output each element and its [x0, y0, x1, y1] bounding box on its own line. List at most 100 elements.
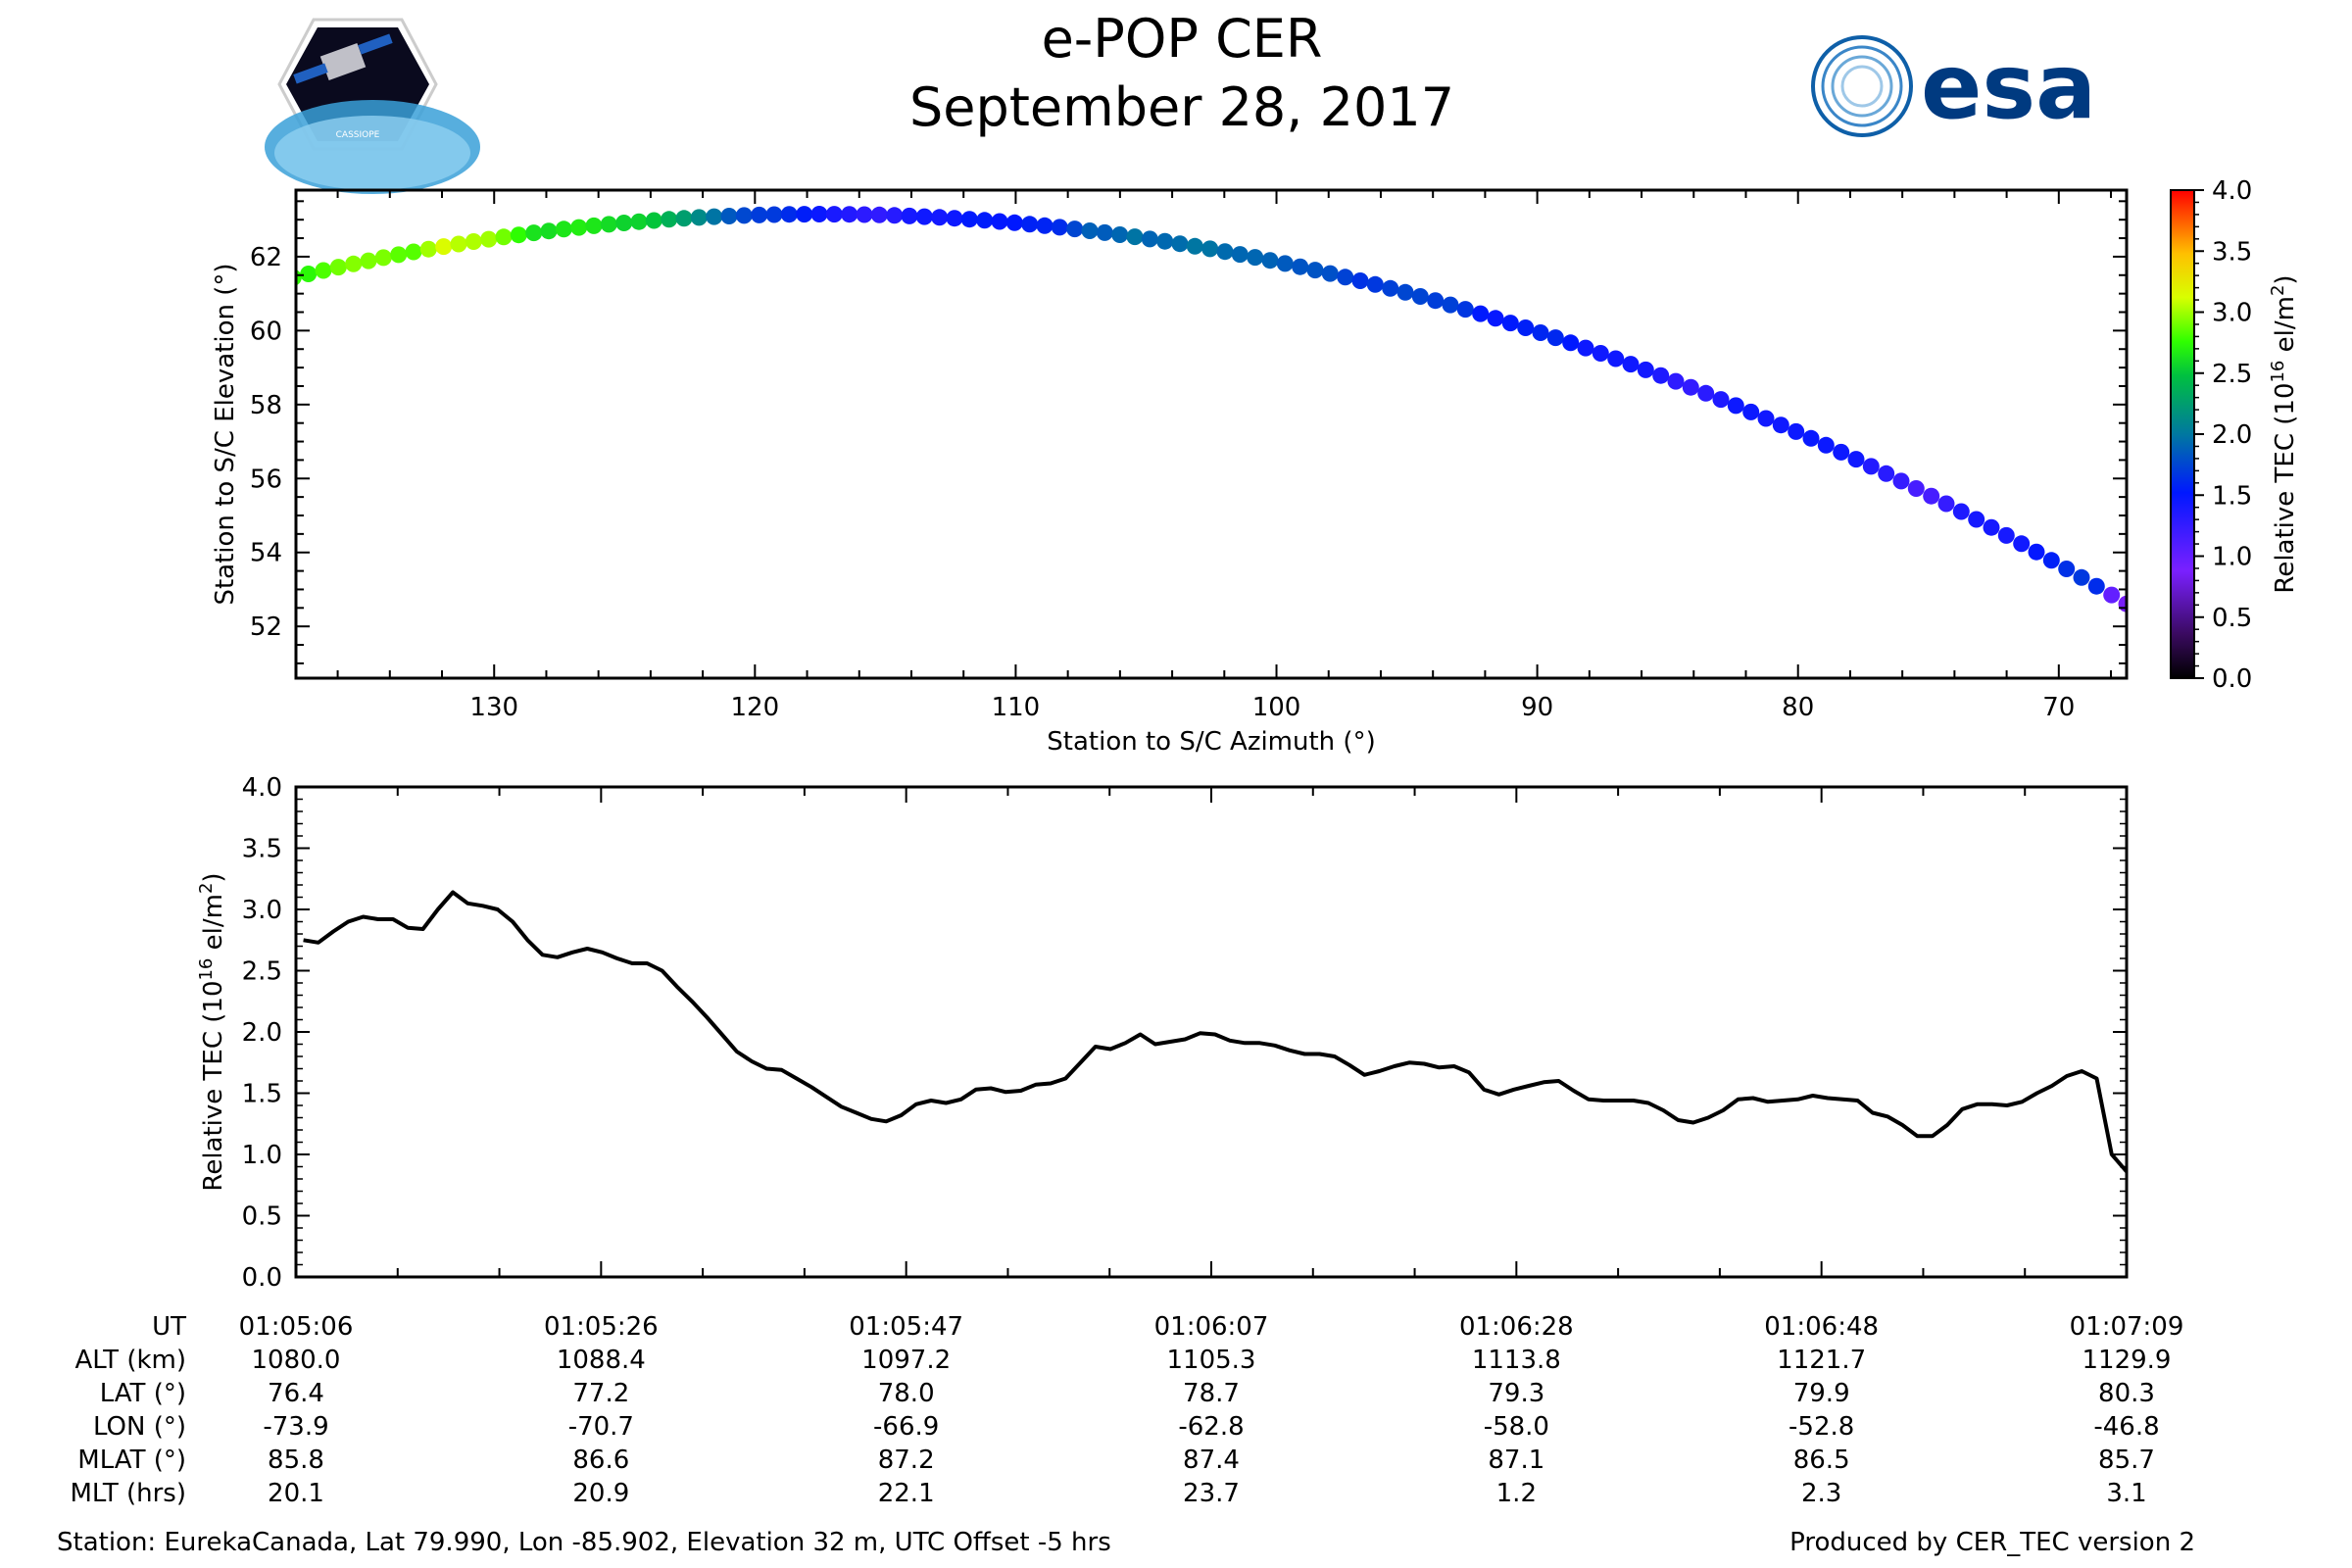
colorbar-tick-label: 0.5 — [2212, 604, 2252, 633]
scatter-point — [374, 249, 392, 267]
scatter-point — [1411, 288, 1429, 305]
scatter-point — [1021, 216, 1039, 233]
scatter-point — [2073, 568, 2090, 586]
scatter-point — [1005, 214, 1023, 231]
scatter-x-tick-label: 120 — [731, 693, 780, 722]
scatter-point — [1396, 283, 1414, 301]
scatter-point — [435, 238, 453, 256]
scatter-point — [1622, 356, 1640, 373]
scatter-x-tick-label: 70 — [2042, 693, 2075, 722]
scatter-point — [1096, 223, 1113, 241]
table-cell: 87.1 — [1488, 1446, 1544, 1475]
tec-y-tick-label: 1.0 — [242, 1141, 282, 1170]
table-cell: 78.0 — [878, 1379, 935, 1408]
scatter-point — [1321, 265, 1339, 282]
scatter-point — [1487, 310, 1504, 327]
scatter-point — [690, 209, 708, 226]
scatter-point — [1892, 472, 1910, 490]
table-cell: 20.1 — [268, 1479, 324, 1508]
scatter-point — [1878, 465, 1895, 482]
table-cell: 1113.8 — [1472, 1346, 1561, 1375]
scatter-point — [720, 208, 738, 224]
scatter-point — [1126, 228, 1144, 246]
tec-axis-ticks: 0.0 0.5 1.0 1.5 2.0 2.5 3.0 3.5 4.0 — [242, 773, 2128, 1293]
scatter-point — [870, 206, 888, 223]
scatter-point — [450, 235, 467, 253]
scatter-point — [570, 219, 588, 236]
scatter-point — [856, 206, 873, 223]
scatter-point — [1382, 279, 1399, 297]
scatter-point — [630, 213, 648, 230]
scatter-point — [1141, 230, 1158, 248]
table-cell: -46.8 — [2093, 1412, 2159, 1442]
scatter-point — [915, 208, 933, 225]
tec-y-label-exp: 16 — [196, 958, 217, 981]
scatter-point — [1652, 367, 1670, 384]
scatter-point — [296, 270, 302, 286]
scatter-point — [585, 217, 603, 234]
elevation-azimuth-scatter: 130 120 110 100 90 80 70 52 54 56 58 60 62 Station t… — [211, 188, 2129, 757]
tec-y-tick-label: 1.5 — [242, 1080, 282, 1109]
scatter-point — [525, 224, 543, 242]
tec-y-label: Relative TEC (1016 el/m2) — [196, 872, 228, 1191]
scatter-point — [1546, 329, 1564, 347]
scatter-point — [661, 211, 678, 228]
scatter-point — [480, 230, 498, 248]
table-cell: 78.7 — [1183, 1379, 1240, 1408]
scatter-point — [1501, 315, 1519, 332]
scatter-point — [600, 216, 617, 233]
tec-series-line — [303, 890, 2127, 1173]
scatter-point — [1442, 296, 1459, 314]
tec-y-tick-label: 0.0 — [242, 1263, 282, 1293]
table-row-label: LON (°) — [93, 1412, 186, 1442]
table-cell: 01:05:26 — [544, 1312, 659, 1342]
table-cell: 22.1 — [878, 1479, 935, 1508]
table-cell: 20.9 — [572, 1479, 629, 1508]
scatter-point — [329, 259, 347, 276]
scatter-x-tick-label: 90 — [1521, 693, 1553, 722]
scatter-point — [1637, 361, 1654, 378]
scatter-point — [706, 208, 723, 225]
scatter-point — [1517, 319, 1535, 336]
tec-line-chart: 0.0 0.5 1.0 1.5 2.0 2.5 3.0 3.5 4.0 Relative TEC… — [196, 773, 2129, 1293]
scatter-point — [1532, 324, 1549, 341]
scatter-point — [1727, 397, 1744, 415]
scatter-points — [296, 206, 2127, 612]
table-cell: 01:06:28 — [1459, 1312, 1574, 1342]
table-cell: 87.4 — [1183, 1446, 1240, 1475]
cassiope-logo: CASSIOPE — [265, 18, 480, 194]
tec-y-tick-label: 2.0 — [242, 1018, 282, 1048]
tec-y-label-text: Relative TEC (10 — [199, 981, 228, 1192]
colorbar-tick-label: 1.5 — [2212, 481, 2252, 511]
scatter-point — [1066, 220, 1084, 238]
table-cell: -70.7 — [568, 1412, 634, 1442]
scatter-point — [1997, 526, 2015, 544]
colorbar-label: Relative TEC (1016 el/m2) — [2268, 274, 2300, 593]
scatter-point — [886, 207, 904, 224]
table-row-label: UT — [152, 1312, 186, 1342]
esa-logo-text: esa — [1921, 34, 2096, 139]
scatter-point — [841, 206, 858, 223]
colorbar-tick-label: 4.0 — [2212, 176, 2252, 206]
scatter-point — [1111, 226, 1129, 243]
scatter-point — [1081, 222, 1099, 239]
table-cell: 1.2 — [1496, 1479, 1537, 1508]
scatter-point — [946, 210, 963, 227]
scatter-x-tick-label: 80 — [1782, 693, 1814, 722]
scatter-point — [1772, 416, 1789, 434]
scatter-point — [645, 212, 662, 229]
scatter-point — [751, 206, 768, 223]
orbit-info-table: UT ALT (km) LAT (°) LON (°) MLAT (°) MLT (hrs… — [71, 1312, 2184, 1508]
scatter-point — [540, 222, 558, 240]
scatter-point — [991, 213, 1008, 230]
scatter-point — [825, 206, 843, 223]
scatter-point — [1907, 480, 1925, 497]
scatter-point — [1562, 334, 1580, 352]
tec-frame — [294, 785, 2129, 1279]
tec-y-label-unit: el/m — [199, 894, 228, 958]
table-cell: 80.3 — [2098, 1379, 2155, 1408]
scatter-point — [495, 228, 513, 246]
colorbar-tick-label: 2.0 — [2212, 420, 2252, 450]
scatter-point — [2013, 535, 2031, 553]
scatter-point — [1306, 262, 1324, 279]
